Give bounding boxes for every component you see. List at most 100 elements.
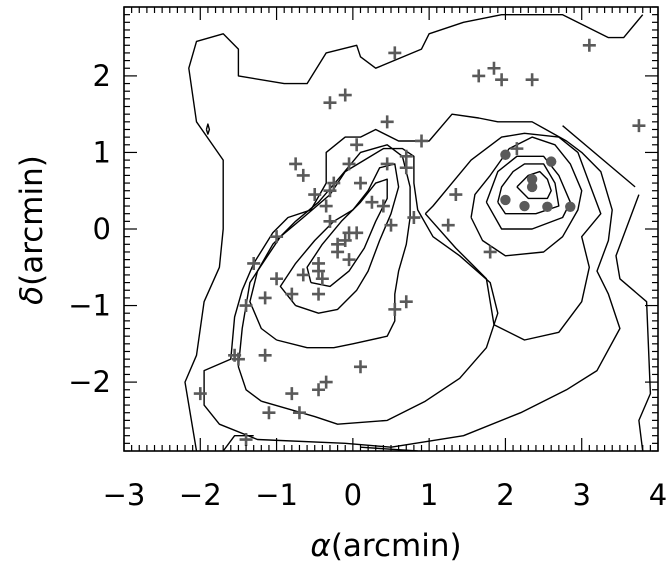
plus-marker xyxy=(384,218,398,232)
x-tick-label: 3 xyxy=(572,478,590,512)
plus-marker xyxy=(342,157,356,171)
plus-marker xyxy=(258,291,272,305)
x-tick-label: 1 xyxy=(420,478,438,512)
contour-line xyxy=(485,155,571,230)
contour-lines xyxy=(184,13,652,451)
dot-marker xyxy=(500,194,511,206)
plus-marker xyxy=(289,157,303,171)
x-axis-label-symbol: α xyxy=(310,528,330,564)
plus-marker xyxy=(262,406,276,420)
dot-marker xyxy=(500,149,511,160)
x-tick-label: −3 xyxy=(103,478,146,512)
plus-marker xyxy=(350,138,364,152)
plus-marker xyxy=(338,233,352,247)
plus-marker xyxy=(388,302,402,316)
dot-marker xyxy=(526,181,538,193)
plus-marker xyxy=(312,383,326,397)
dot-marker xyxy=(519,200,530,212)
contour-line xyxy=(306,178,388,288)
axis-ticks xyxy=(123,6,659,452)
plus-marker xyxy=(323,96,337,110)
plus-marker xyxy=(327,176,341,190)
plus-marker xyxy=(399,149,413,163)
contour-line xyxy=(424,132,602,341)
x-tick-label: 4 xyxy=(649,478,667,512)
y-tick-label: 2 xyxy=(93,59,111,93)
x-axis-label-unit: (arcmin) xyxy=(331,528,462,564)
contour-line xyxy=(184,13,644,451)
contour-line xyxy=(497,163,560,215)
tick-labels: −3 −2 −1 0 1 2 3 4 −2 −1 0 1 2 xyxy=(68,59,667,512)
plus-marker xyxy=(239,433,253,447)
plus-marker xyxy=(323,184,337,198)
plus-marker xyxy=(483,245,497,259)
plus-marker xyxy=(319,199,333,213)
contour-line xyxy=(205,123,211,135)
contour-line xyxy=(562,125,636,188)
plus-marker xyxy=(315,272,329,286)
plus-marker xyxy=(342,253,356,267)
dot-marker xyxy=(565,201,576,212)
contour-line xyxy=(203,113,621,448)
plus-marker xyxy=(376,199,390,213)
plus-marker xyxy=(487,61,501,75)
plus-marker xyxy=(399,295,413,309)
plus-marker xyxy=(525,73,539,87)
plus-marker xyxy=(312,287,326,301)
y-tick-label: 0 xyxy=(93,212,111,246)
plus-marker-series xyxy=(193,38,646,447)
contour-line xyxy=(470,136,583,257)
plus-marker xyxy=(380,157,394,171)
plus-marker xyxy=(296,268,310,282)
plus-marker xyxy=(331,245,345,259)
plus-marker xyxy=(312,264,326,278)
plus-marker xyxy=(247,256,261,270)
x-axis-label: α(arcmin) xyxy=(310,528,461,564)
plus-marker xyxy=(285,287,299,301)
plus-marker xyxy=(270,230,284,244)
plus-marker xyxy=(441,218,455,232)
contour-line xyxy=(237,147,499,425)
plus-marker xyxy=(319,375,333,389)
dot-marker xyxy=(546,156,557,167)
plus-marker xyxy=(449,188,463,202)
dot-marker-series xyxy=(500,149,576,212)
y-axis-label-symbol: δ xyxy=(14,286,50,305)
plus-marker xyxy=(296,168,310,182)
plus-marker xyxy=(270,272,284,286)
plus-marker xyxy=(292,406,306,420)
plus-marker xyxy=(365,195,379,209)
dot-marker xyxy=(542,201,553,212)
plus-marker xyxy=(239,299,253,313)
dot-marker xyxy=(526,174,538,185)
plus-marker xyxy=(582,38,596,52)
plus-marker xyxy=(380,115,394,129)
y-tick-label: −2 xyxy=(68,365,111,399)
plus-marker xyxy=(353,176,367,190)
plus-marker xyxy=(510,142,524,156)
plus-marker xyxy=(308,188,322,202)
y-tick-label: −1 xyxy=(68,289,111,323)
y-axis-label: δ(arcmin) xyxy=(14,155,50,305)
plus-marker xyxy=(323,214,337,228)
plus-marker xyxy=(632,119,646,133)
x-tick-label: 2 xyxy=(496,478,514,512)
plus-marker xyxy=(338,88,352,102)
plus-marker xyxy=(193,387,207,401)
plus-marker xyxy=(407,211,421,225)
x-tick-label: −1 xyxy=(255,478,298,512)
x-tick-label: 0 xyxy=(344,478,362,512)
x-tick-label: −2 xyxy=(179,478,222,512)
contour-line xyxy=(615,194,652,451)
contour-line xyxy=(279,163,400,314)
plus-marker xyxy=(388,46,402,60)
plus-marker xyxy=(399,161,413,175)
plus-marker xyxy=(353,360,367,374)
plus-marker xyxy=(258,348,272,362)
plus-marker xyxy=(472,69,486,83)
plus-marker xyxy=(350,226,364,240)
plus-marker xyxy=(285,387,299,401)
plus-marker xyxy=(231,352,245,366)
y-tick-label: 1 xyxy=(93,135,111,169)
